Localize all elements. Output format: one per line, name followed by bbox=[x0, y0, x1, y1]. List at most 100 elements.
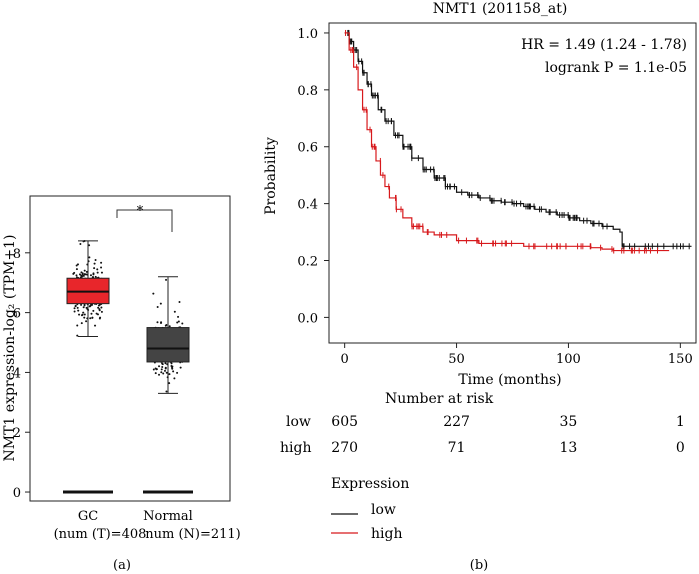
data-point bbox=[165, 390, 168, 393]
data-point bbox=[165, 278, 168, 281]
data-point bbox=[80, 303, 83, 306]
data-point bbox=[164, 362, 167, 365]
data-point bbox=[152, 368, 155, 371]
significance-bracket: * bbox=[116, 204, 173, 232]
y-tick-label: 1.0 bbox=[297, 27, 318, 42]
risk-row-label-low: low bbox=[286, 414, 311, 430]
survival-curves bbox=[344, 29, 692, 254]
data-point bbox=[83, 313, 86, 316]
y-tick-label: 2 bbox=[13, 426, 21, 441]
x-tick-label: 50 bbox=[448, 352, 465, 367]
box-plot-boxes bbox=[63, 240, 193, 494]
risk-row-label-high: high bbox=[280, 440, 311, 456]
data-point bbox=[155, 368, 158, 371]
y-tick-label: 0.8 bbox=[297, 84, 318, 99]
data-point bbox=[88, 244, 91, 247]
data-point bbox=[100, 306, 103, 309]
risk-cell-low: 605 bbox=[331, 414, 358, 430]
data-point bbox=[76, 263, 79, 266]
y-tick-label: 0.0 bbox=[297, 311, 318, 326]
box-plot-y-axis-label: NMT1 expression-log₂ (TPM+1) bbox=[2, 234, 18, 461]
data-point bbox=[178, 300, 181, 303]
data-point bbox=[173, 310, 176, 313]
data-point bbox=[82, 306, 85, 309]
legend-title: Expression bbox=[331, 476, 409, 492]
data-point bbox=[98, 317, 101, 320]
data-point bbox=[152, 292, 155, 295]
risk-cell-high: 0 bbox=[676, 440, 685, 456]
data-point bbox=[173, 377, 176, 380]
survival-y-axis-label: Probability bbox=[263, 137, 279, 215]
y-tick-label: 4 bbox=[13, 366, 21, 381]
data-point bbox=[172, 370, 175, 373]
data-point bbox=[78, 313, 81, 316]
x-tick-label: 0 bbox=[341, 352, 349, 367]
data-point bbox=[168, 325, 171, 328]
y-tick-label: 8 bbox=[13, 247, 21, 262]
data-point bbox=[168, 382, 171, 385]
risk-table-title: Number at risk bbox=[385, 391, 494, 407]
data-point bbox=[80, 314, 83, 317]
group-n-gc: (num (T)=408 bbox=[54, 527, 147, 542]
data-point bbox=[165, 371, 168, 374]
panel-label-b: (b) bbox=[470, 558, 488, 573]
box-normal bbox=[146, 327, 190, 363]
data-point bbox=[74, 305, 77, 308]
data-point bbox=[82, 311, 85, 314]
risk-cell-high: 13 bbox=[560, 440, 578, 456]
data-point bbox=[100, 271, 103, 274]
y-tick-label: 0 bbox=[13, 486, 21, 501]
survival-legend: Expression low high bbox=[331, 476, 409, 542]
data-point bbox=[73, 307, 76, 310]
data-point bbox=[93, 267, 96, 270]
data-point bbox=[76, 306, 79, 309]
data-point bbox=[100, 261, 103, 264]
data-point bbox=[72, 272, 75, 275]
data-point bbox=[79, 243, 82, 246]
data-point bbox=[158, 365, 161, 368]
data-point bbox=[100, 310, 103, 313]
significance-star: * bbox=[137, 204, 144, 219]
data-point bbox=[176, 321, 179, 324]
data-point bbox=[83, 304, 86, 307]
significance-bracket-line bbox=[116, 209, 173, 232]
data-point bbox=[94, 258, 97, 261]
data-point bbox=[81, 272, 84, 275]
survival-plot-title: NMT1 (201158_at) bbox=[433, 1, 568, 17]
data-point bbox=[85, 270, 88, 273]
data-point bbox=[168, 373, 171, 376]
data-point bbox=[80, 322, 83, 325]
survival-plot-panel: NMT1 (201158_at) 0.0 0.2 0.4 0.6 0.8 1.0 0 50 1… bbox=[263, 1, 697, 573]
data-point bbox=[76, 324, 79, 327]
legend-label-high: high bbox=[371, 526, 402, 542]
data-point bbox=[94, 324, 97, 327]
data-point bbox=[163, 369, 166, 372]
data-point bbox=[177, 315, 180, 318]
data-point bbox=[81, 273, 84, 276]
data-point bbox=[84, 273, 87, 276]
group-label-normal: Normal bbox=[143, 509, 193, 524]
data-point bbox=[154, 372, 157, 375]
data-point bbox=[159, 302, 162, 305]
box-plot-jitter-points bbox=[72, 240, 184, 393]
data-point bbox=[92, 309, 95, 312]
data-point bbox=[83, 269, 86, 272]
data-point bbox=[159, 321, 162, 324]
data-point bbox=[171, 366, 174, 369]
data-point bbox=[164, 366, 167, 369]
logrank-p-annotation: logrank P = 1.1e-05 bbox=[545, 60, 687, 76]
data-point bbox=[93, 262, 96, 265]
data-point bbox=[95, 312, 98, 315]
data-point bbox=[89, 317, 92, 320]
data-point bbox=[92, 272, 95, 275]
data-point bbox=[96, 271, 99, 274]
data-point bbox=[176, 371, 179, 374]
data-point bbox=[179, 366, 182, 369]
survival-curve-high bbox=[344, 32, 670, 252]
data-point bbox=[170, 362, 173, 365]
data-point bbox=[94, 275, 97, 278]
data-point bbox=[75, 274, 78, 277]
data-point bbox=[160, 368, 163, 371]
